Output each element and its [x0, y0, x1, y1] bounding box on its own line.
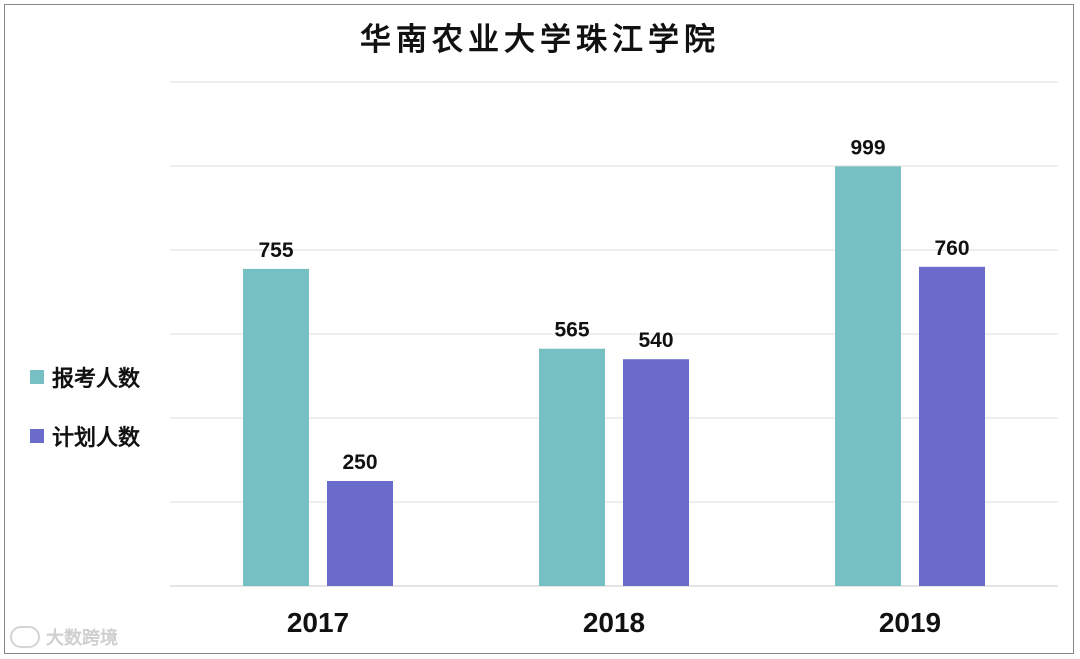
- bar: [327, 481, 393, 586]
- data-label: 565: [554, 319, 589, 342]
- data-label: 540: [638, 329, 673, 352]
- data-label: 250: [342, 451, 377, 474]
- x-axis-ticks: 2017 2018 2019: [287, 607, 941, 638]
- grid-lines: [170, 81, 1058, 587]
- bar: [539, 348, 605, 586]
- legend-swatch: [30, 429, 44, 443]
- chart-title: 华南农业大学珠江学院: [360, 22, 720, 58]
- data-label: 999: [850, 136, 885, 159]
- legend-swatch: [30, 370, 44, 384]
- legend-label: 计划人数: [52, 426, 141, 451]
- data-labels: 755 250 565 540 999 760: [258, 136, 969, 474]
- data-label: 760: [934, 237, 969, 260]
- logo-icon: [10, 626, 40, 648]
- legend-item-applicants: 报考人数: [30, 362, 140, 392]
- x-tick-label: 2018: [583, 607, 645, 638]
- legend-label: 报考人数: [52, 367, 141, 392]
- watermark: 大数跨境: [10, 624, 118, 650]
- bar: [623, 359, 689, 586]
- data-label: 755: [258, 239, 293, 262]
- bar: [835, 166, 901, 587]
- x-tick-label: 2017: [287, 607, 349, 638]
- watermark-text: 大数跨境: [46, 628, 118, 649]
- bar: [243, 268, 309, 586]
- legend: 报考人数 计划人数: [30, 362, 140, 480]
- legend-item-planned: 计划人数: [30, 421, 140, 451]
- x-tick-label: 2019: [879, 607, 941, 638]
- bar: [919, 266, 985, 586]
- bars: [243, 166, 985, 587]
